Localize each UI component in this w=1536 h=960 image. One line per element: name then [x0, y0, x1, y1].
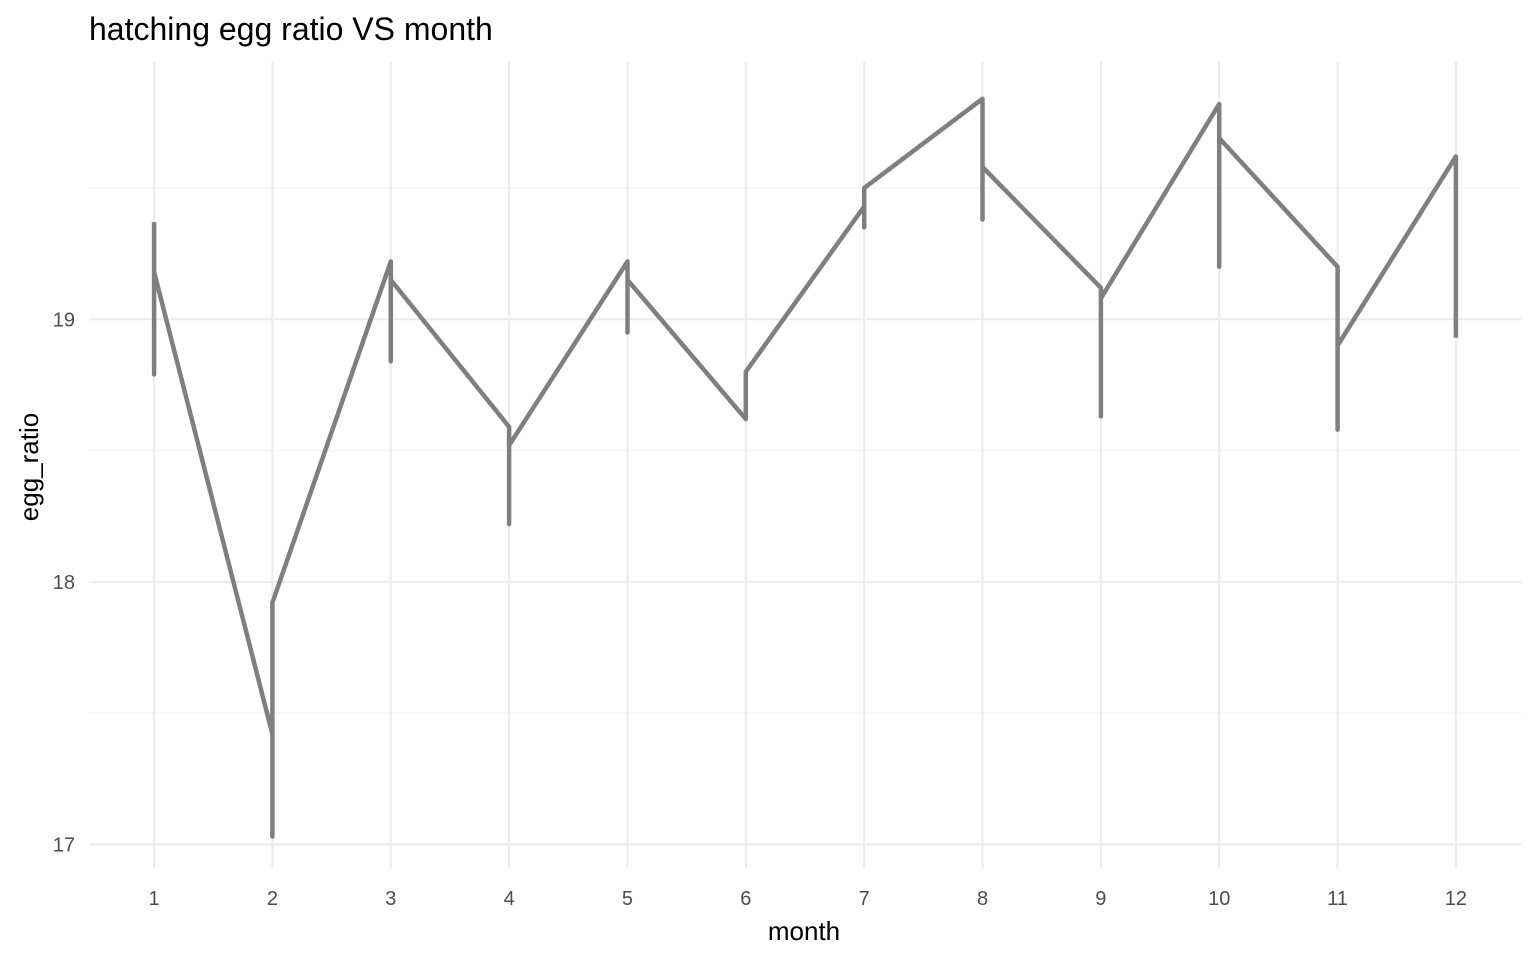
- x-tick-label: 6: [740, 888, 751, 910]
- x-tick-label: 5: [622, 888, 633, 910]
- y-axis-title: egg_ratio: [14, 413, 44, 521]
- x-tick-label: 1: [149, 888, 160, 910]
- x-axis-title: month: [768, 916, 840, 946]
- series-line: [151, 96, 1459, 839]
- x-tick-label: 8: [977, 888, 988, 910]
- series-layer: [151, 96, 1459, 839]
- x-tick-label: 4: [504, 888, 515, 910]
- x-tick-label: 9: [1095, 888, 1106, 910]
- x-tick-label: 12: [1445, 888, 1467, 910]
- grid: [89, 62, 1521, 868]
- y-tick-label: 17: [53, 834, 75, 856]
- y-axis-ticks: 17 18 19: [53, 309, 75, 856]
- x-tick-label: 7: [859, 888, 870, 910]
- x-tick-label: 10: [1208, 888, 1230, 910]
- x-tick-label: 3: [385, 888, 396, 910]
- y-tick-label: 18: [53, 572, 75, 594]
- x-tick-label: 11: [1327, 888, 1348, 910]
- chart-title: hatching egg ratio VS month: [89, 11, 493, 47]
- x-axis-ticks: 1 2 3 4 5 6 7 8 9 10 11 12: [149, 888, 1468, 910]
- y-tick-label: 19: [53, 309, 75, 331]
- x-tick-label: 2: [267, 888, 278, 910]
